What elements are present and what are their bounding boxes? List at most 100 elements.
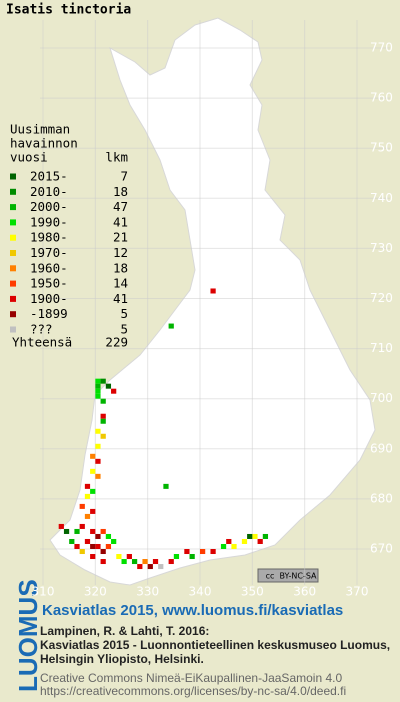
observation-square — [131, 559, 138, 565]
footer-link[interactable]: Kasviatlas 2015, www.luomus.fi/kasviatla… — [42, 602, 343, 619]
observation-square — [231, 543, 237, 549]
observation-square — [111, 538, 117, 544]
finland-outline — [49, 17, 376, 586]
y-tick-label: 760 — [370, 91, 393, 105]
license-line: Creative Commons Nimeä-EiKaupallinen-Jaa… — [40, 671, 342, 685]
observation-square — [168, 559, 174, 565]
observation-square — [184, 549, 190, 555]
observation-square — [210, 288, 216, 294]
legend-label: 2010- — [30, 184, 68, 199]
observation-square — [90, 488, 96, 494]
y-tick-label: 720 — [370, 291, 393, 305]
legend-label: 1970- — [30, 245, 68, 260]
observation-square — [95, 533, 101, 539]
observation-square — [90, 508, 96, 514]
observation-square — [90, 554, 96, 560]
observation-square — [58, 523, 64, 529]
observation-square — [226, 538, 232, 544]
observation-square — [95, 543, 101, 549]
legend-swatch — [10, 173, 16, 180]
x-tick-label: 350 — [241, 585, 264, 599]
observation-square — [100, 528, 106, 534]
observation-square — [95, 383, 101, 389]
legend-swatch — [10, 326, 16, 333]
observation-square — [158, 564, 164, 570]
observation-square — [257, 538, 263, 544]
observation-square — [100, 549, 106, 555]
y-tick-label: 730 — [370, 241, 393, 255]
legend-swatch — [10, 295, 16, 302]
license-badge — [257, 568, 319, 583]
observation-square — [121, 559, 127, 565]
observation-square — [163, 483, 169, 489]
legend-label: 1990- — [30, 214, 68, 229]
x-tick-label: 340 — [189, 585, 212, 599]
legend-count: 41 — [113, 214, 128, 229]
observation-square — [100, 433, 106, 439]
observation-square — [90, 468, 96, 474]
observation-square — [95, 428, 101, 434]
observation-square — [100, 413, 106, 419]
map-title: Isatis tinctoria — [6, 3, 131, 18]
legend-swatch — [10, 188, 16, 195]
observation-square — [220, 543, 227, 549]
y-tick-label: 700 — [370, 391, 393, 405]
observation-square — [168, 323, 174, 329]
legend-swatch — [10, 265, 16, 272]
legend-label: 1900- — [30, 291, 68, 306]
observation-square — [247, 533, 253, 539]
observation-square — [79, 549, 85, 555]
legend-swatch — [10, 234, 16, 241]
legend-swatch — [10, 280, 16, 287]
observation-square — [137, 564, 143, 570]
legend-count: 47 — [113, 199, 128, 214]
y-tick-label: 710 — [370, 341, 393, 355]
observation-square — [241, 538, 248, 544]
observation-square — [84, 538, 91, 544]
observation-square — [90, 528, 96, 534]
legend-heading: vuosi — [10, 150, 48, 165]
observation-square — [147, 564, 153, 570]
x-tick-label: 360 — [293, 585, 316, 599]
observation-square — [173, 554, 180, 560]
observation-square — [63, 528, 70, 534]
observation-square — [95, 443, 101, 449]
citation-line: Lampinen, R. & Lahti, T. 2016: — [40, 624, 209, 638]
observation-square — [79, 523, 85, 529]
observation-square — [90, 453, 96, 459]
observation-square — [74, 528, 80, 534]
observation-square — [142, 559, 148, 565]
x-tick-label: 330 — [136, 585, 159, 599]
legend-count: 5 — [120, 322, 128, 337]
legend-label: 2015- — [30, 169, 68, 184]
observation-square — [84, 483, 91, 489]
legend-total-label: Yhteensä — [12, 335, 72, 350]
x-tick-label: 320 — [84, 585, 107, 599]
observation-square — [105, 543, 112, 549]
observation-square — [126, 554, 132, 560]
citation-line: Kasviatlas 2015 - Luonnontieteellinen ke… — [40, 638, 390, 652]
legend-count: 12 — [113, 245, 128, 260]
x-tick-label: 310 — [32, 585, 55, 599]
legend-heading: Uusimman — [10, 122, 70, 137]
observation-square — [95, 388, 101, 394]
observation-square — [95, 458, 101, 464]
logo: LUOMUS — [13, 579, 43, 692]
legend-heading: havainnon — [10, 136, 78, 151]
legend-count: 7 — [120, 169, 128, 184]
y-tick-label: 670 — [370, 542, 393, 556]
observation-square — [100, 418, 106, 424]
observation-square — [262, 533, 269, 539]
observation-square — [252, 533, 258, 539]
legend-label: 2000- — [30, 199, 68, 214]
legend-count: 18 — [113, 260, 128, 275]
badge-cc: cc — [266, 572, 275, 581]
observation-square — [100, 398, 106, 404]
legend-swatch — [10, 204, 16, 211]
y-tick-label: 690 — [370, 441, 393, 455]
legend-swatch — [10, 219, 16, 226]
observation-square — [84, 513, 91, 519]
observation-square — [74, 543, 80, 549]
y-tick-label: 680 — [370, 491, 393, 505]
observation-square — [116, 554, 122, 560]
